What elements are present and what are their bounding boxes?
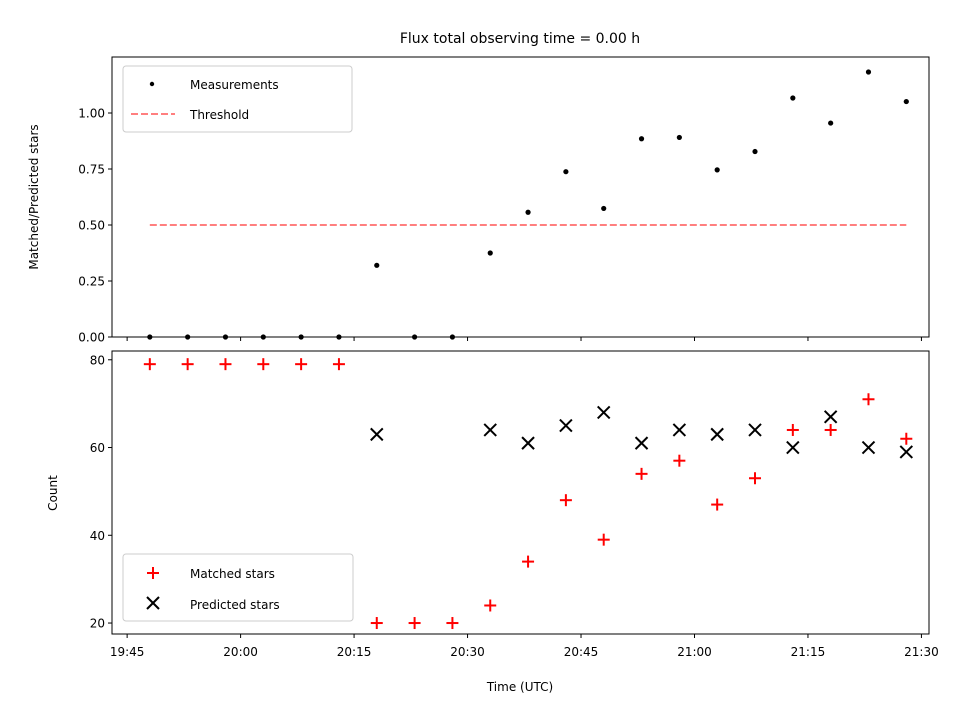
measurement-point xyxy=(752,148,758,155)
count-panel-y-ticks: 20 40 60 80 xyxy=(90,353,112,631)
legend-measurements-label: Measurements xyxy=(190,78,279,92)
x-tick-label: 20:15 xyxy=(337,645,372,659)
x-tick-label: 19:45 xyxy=(110,645,145,659)
measurement-point xyxy=(563,169,569,175)
y-tick-label: 40 xyxy=(90,529,105,543)
matched-stars-point xyxy=(597,533,610,546)
predicted-stars-point xyxy=(710,427,724,442)
count-panel-marks xyxy=(143,358,914,630)
x-tick-label: 21:15 xyxy=(791,645,826,659)
count-panel-x-ticks: 19:45 20:00 20:15 20:30 20:45 21:00 21:15 21:30 xyxy=(110,634,939,659)
count-panel-y-axis-label: Count xyxy=(46,475,60,511)
ratio-panel-y-axis-label: Matched/Predicted stars xyxy=(27,124,41,269)
measurement-point xyxy=(903,98,909,105)
predicted-stars-point xyxy=(483,423,497,437)
predicted-stars-point xyxy=(521,436,535,450)
count-panel-frame xyxy=(111,350,930,635)
y-tick-label: 20 xyxy=(90,617,105,631)
ratio-panel-y-ticks: 0.00 0.25 0.50 0.75 1.00 xyxy=(78,107,112,345)
measurement-point xyxy=(638,136,645,142)
y-tick-label: 0.50 xyxy=(78,219,105,233)
matched-stars-point xyxy=(370,617,383,630)
matched-stars-point xyxy=(522,555,535,568)
ratio-legend-frame xyxy=(122,65,353,133)
y-tick-label: 0.00 xyxy=(78,331,105,345)
ratio-panel-marks xyxy=(147,69,909,340)
matched-stars-point xyxy=(332,358,345,371)
measurement-point xyxy=(828,120,834,126)
ratio-panel: 0.00 0.25 0.50 0.75 1.00 Matched/Predicted s… xyxy=(27,56,930,345)
legend-predicted-marker xyxy=(146,596,160,610)
y-tick-label: 80 xyxy=(90,353,105,367)
matched-stars-point xyxy=(408,617,421,630)
ratio-panel-legend: Measurements Threshold xyxy=(122,65,353,133)
y-tick-label: 0.75 xyxy=(78,163,105,177)
matched-stars-point xyxy=(635,467,648,480)
x-tick-label: 20:45 xyxy=(564,645,599,659)
matched-stars-point xyxy=(257,358,270,371)
measurement-point xyxy=(601,205,607,212)
matched-stars-point xyxy=(786,423,799,436)
measurement-point xyxy=(865,69,872,75)
predicted-stars-point xyxy=(634,436,649,450)
x-tick-label: 21:30 xyxy=(904,645,939,659)
matched-stars-point xyxy=(673,454,686,467)
predicted-stars-point xyxy=(861,440,876,455)
figure-title: Flux total observing time = 0.00 h xyxy=(400,31,640,47)
ratio-panel-x-ticks xyxy=(126,337,922,341)
legend-matched-marker xyxy=(147,567,159,579)
measurement-point xyxy=(374,262,380,268)
matched-stars-point xyxy=(446,617,459,630)
measurement-point xyxy=(790,95,796,101)
matched-stars-point xyxy=(559,494,572,507)
y-tick-label: 60 xyxy=(90,441,105,455)
predicted-stars-point xyxy=(823,410,838,424)
count-panel: 20 40 60 80 19:45 20:00 20:15 20:30 20:45 21:00 2… xyxy=(46,350,939,694)
matched-stars-point xyxy=(749,472,762,485)
matched-stars-point xyxy=(900,432,913,445)
predicted-stars-point xyxy=(597,405,611,420)
x-tick-label: 21:00 xyxy=(677,645,712,659)
matched-stars-point xyxy=(824,423,837,436)
predicted-stars-point xyxy=(559,418,573,433)
predicted-stars-point xyxy=(370,427,384,442)
matched-stars-point xyxy=(219,358,232,371)
matched-stars-point xyxy=(484,599,497,612)
x-tick-label: 20:00 xyxy=(223,645,258,659)
predicted-stars-point xyxy=(748,423,762,437)
predicted-stars-point xyxy=(899,445,914,459)
measurement-point xyxy=(525,209,531,215)
matched-stars-point xyxy=(143,358,156,371)
legend-threshold-label: Threshold xyxy=(189,108,249,122)
legend-measurements-marker xyxy=(149,81,155,87)
measurement-point xyxy=(714,167,720,173)
ratio-panel-frame xyxy=(111,56,930,338)
y-tick-label: 0.25 xyxy=(78,275,105,289)
measurement-point xyxy=(487,250,493,256)
legend-predicted-label: Predicted stars xyxy=(190,598,280,612)
count-legend-frame xyxy=(122,553,354,622)
predicted-stars-point xyxy=(672,423,687,437)
y-tick-label: 1.00 xyxy=(78,107,105,121)
x-axis-label: Time (UTC) xyxy=(486,680,553,694)
count-panel-legend: Matched stars Predicted stars xyxy=(122,553,354,622)
matched-stars-point xyxy=(862,393,875,406)
matched-stars-point xyxy=(181,358,194,371)
legend-matched-label: Matched stars xyxy=(190,567,275,581)
measurement-point xyxy=(676,134,682,141)
matched-stars-point xyxy=(711,498,724,511)
matched-stars-point xyxy=(295,358,308,371)
x-tick-label: 20:30 xyxy=(450,645,485,659)
predicted-stars-point xyxy=(786,440,800,455)
